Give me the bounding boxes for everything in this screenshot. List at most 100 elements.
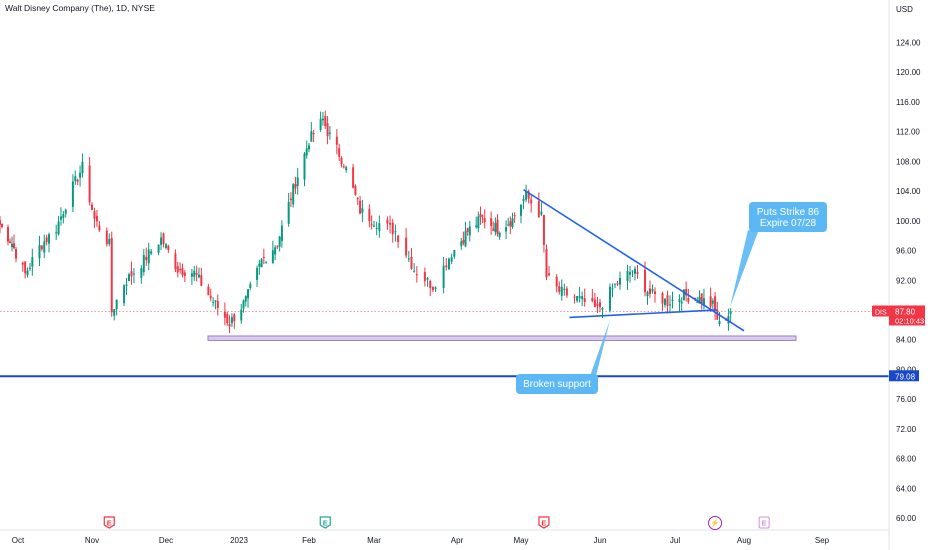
earnings-event-icon[interactable]: E [103,516,115,529]
candle-body [634,268,636,274]
candle-body [453,249,456,257]
candle-body [370,224,373,226]
candle-body [59,216,62,220]
price-tick-label: 84.00 [896,336,917,345]
candle-body [682,289,685,301]
candle-body [55,232,58,234]
exchange-label: NYSE [131,3,155,13]
candle-body [179,268,182,271]
candle-body [260,259,263,268]
candle-body [614,283,616,285]
candle-body [292,184,295,205]
candle-body [312,132,315,135]
broken-support-callout-pointer [590,320,610,376]
time-tick-label: Aug [737,536,751,545]
candle-body [729,311,732,315]
candle-body [410,256,413,269]
broken-support-callout[interactable]: Broken support [516,320,610,394]
candle-body [378,223,381,231]
candle-body [560,286,563,296]
candle-body [26,270,29,276]
candle-body [193,270,196,277]
candle-body [389,222,392,225]
candle-body [429,280,432,289]
candle-body [492,228,495,231]
support-price-badge [889,370,919,382]
candle-body [335,136,338,145]
candle-body [631,270,634,272]
price-tick-label: 72.00 [896,425,917,434]
earnings-event-icon[interactable]: E [319,516,331,529]
time-tick-label: Apr [451,536,464,545]
descending-resistance-line[interactable] [523,188,745,332]
event-badge [538,516,550,529]
candle-body [305,148,308,156]
earnings-upcoming-event-icon[interactable]: E [758,516,770,529]
candle-body [698,296,701,304]
candle-body [468,226,471,236]
price-tick-label: 64.00 [896,484,917,493]
candle-body [247,289,250,299]
candle-body [626,270,629,281]
candle-body [338,148,341,157]
candle-body [415,274,418,276]
candle-body [326,123,329,137]
candle-body [276,246,279,248]
candle-body [644,269,646,293]
puts-callout-text: Puts Strike 86 [757,207,820,218]
candle-body [490,218,493,226]
dividend-event-icon[interactable]: ⚡ [708,516,723,530]
candle-body [310,131,313,142]
candle-body [576,296,579,301]
candle-body [157,244,160,253]
event-badge [103,516,115,529]
time-tick-label: Oct [12,536,25,545]
time-tick-label: Jul [670,536,680,545]
candle-body [21,262,24,265]
symbol-badge [872,305,889,317]
candle-body [91,204,93,210]
candle-body [9,241,11,244]
candle-body [207,286,210,296]
support-zone[interactable] [207,335,797,341]
flat-support-line[interactable] [569,309,718,319]
candle-body [150,251,153,254]
candle-body [509,221,512,227]
candle-body [230,317,233,324]
price-tick-label: 76.00 [896,395,917,404]
candle-body [581,296,584,300]
candle-body [160,237,163,245]
candle-body [596,303,599,307]
price-tick-label: 104.00 [896,187,921,196]
candle-body [11,243,13,247]
candle-body [212,301,215,303]
candle-body [57,221,60,235]
candle-body [678,299,681,302]
candle-body [661,293,664,304]
event-badge [758,516,770,529]
candle-body [447,258,450,270]
price-tick-label: 80.00 [896,365,917,374]
candle-body [573,296,576,298]
earnings-event-icon[interactable]: E [538,516,550,529]
candle-body [669,304,671,306]
candle-body [477,216,480,229]
price-tick-label: 108.00 [896,157,921,166]
candle-body [31,257,34,267]
candle-body [258,263,261,267]
candle-body [609,286,611,311]
candle-body [483,218,486,223]
price-tick-label: 92.00 [896,276,917,285]
candle-body [303,153,306,180]
candle-body [165,244,167,248]
candle-body [24,261,27,274]
candle-body [244,296,247,302]
price-tick-label: 124.00 [896,39,921,48]
candle-body [375,228,378,230]
candle-body [115,299,118,310]
candle-body [13,243,15,249]
candle-body [542,214,545,245]
candle-body [646,291,649,297]
